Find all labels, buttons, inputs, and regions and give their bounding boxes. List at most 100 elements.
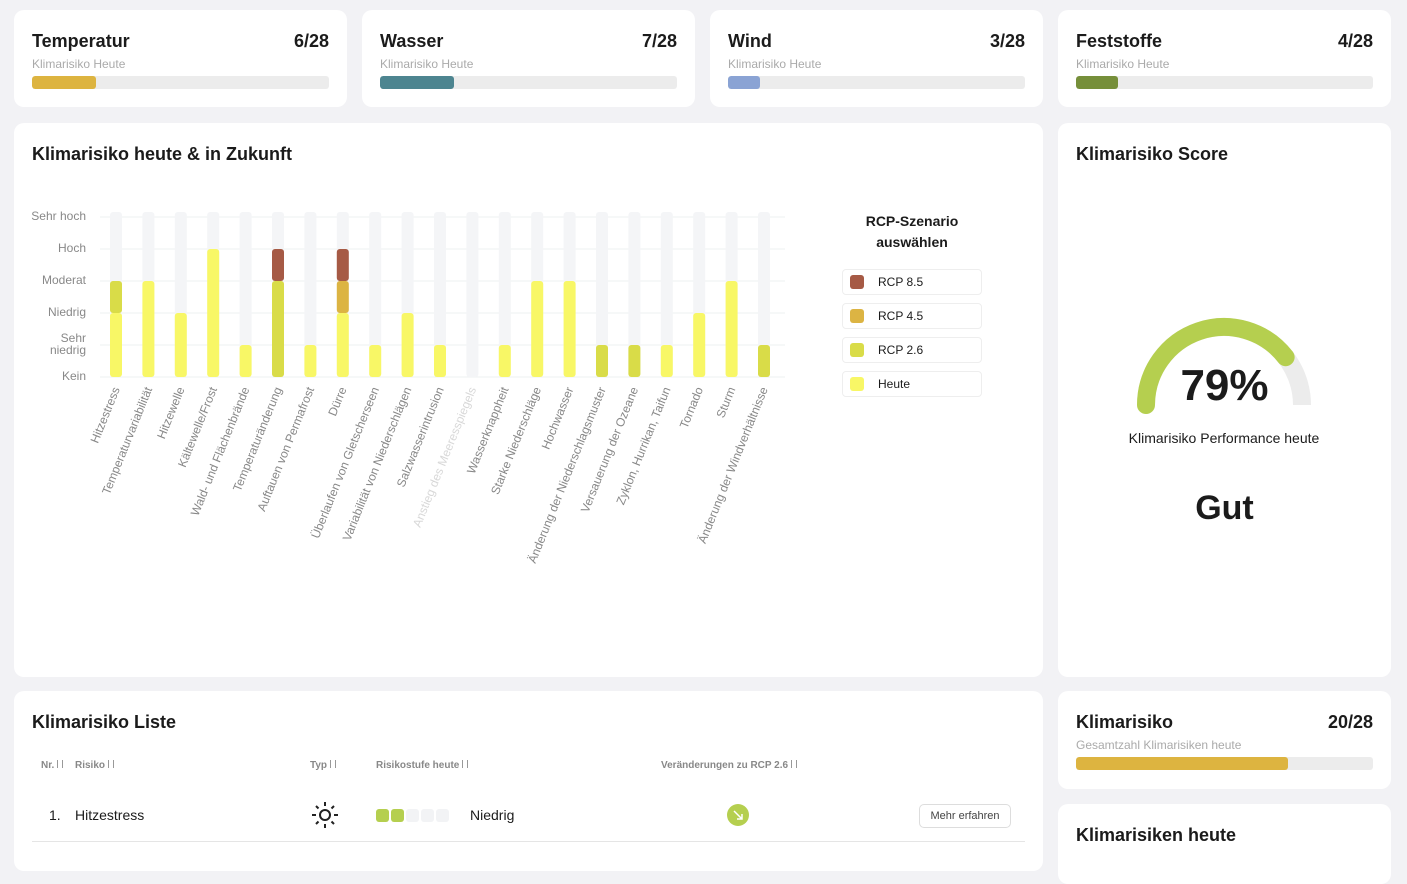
gauge-label: 79% xyxy=(1180,361,1269,410)
page: Temperatur 6/28 Klimarisiko Heute Wasser 7/2… xyxy=(0,0,1407,853)
bar-segment xyxy=(207,249,220,377)
gauge-caption: Klimarisiko Performance heute xyxy=(1128,430,1320,446)
progress-track xyxy=(1076,76,1373,89)
progress-track xyxy=(32,76,329,89)
progress-fill xyxy=(1076,757,1289,770)
score-card: Klimarisiko Score 79% Klimarisiko Perfor… xyxy=(1058,123,1391,677)
card-subtitle: Klimarisiko Heute xyxy=(1076,57,1170,71)
y-tick-label: Sehr hoch xyxy=(31,209,86,223)
row-number: 1. xyxy=(49,807,61,823)
legend-item[interactable]: RCP 2.6 xyxy=(842,337,982,363)
bar-segment xyxy=(239,345,252,377)
x-tick-label: Hitzewelle xyxy=(154,385,188,441)
bar-segment xyxy=(272,249,284,281)
bar-track xyxy=(466,212,479,377)
progress-fill xyxy=(728,76,760,89)
risk-name: Hitzestress xyxy=(75,807,145,823)
x-tick-label: Sturm xyxy=(713,385,738,420)
bar-track xyxy=(304,212,317,377)
x-tick-label: Änderung der Windverhältnisse xyxy=(695,385,771,546)
legend-swatch xyxy=(850,275,864,289)
level-box xyxy=(391,809,404,822)
bar-segment xyxy=(272,281,284,377)
next-title: Klimarisiken heute xyxy=(1076,825,1237,845)
card-score: 7/28 xyxy=(641,31,677,51)
bar-segment xyxy=(725,281,738,377)
bar-segment xyxy=(531,281,544,377)
x-tick-label: Dürre xyxy=(325,385,349,418)
total-card: Klimarisiko 20/28 Gesamtzahl Klimarisike… xyxy=(1058,691,1391,789)
card-score: 3/28 xyxy=(989,31,1025,51)
x-tick-label: Tornado xyxy=(677,385,706,431)
bar-segment xyxy=(174,313,187,377)
gauge-fill xyxy=(1137,318,1295,414)
chart-card: Klimarisiko heute & in Zukunft Hitzestre… xyxy=(14,123,1043,677)
column-header[interactable]: Risiko xyxy=(75,760,114,771)
progress-track xyxy=(380,76,677,89)
y-tick-label: Hoch xyxy=(57,241,86,255)
summary-card: Feststoffe 4/28 Klimarisiko Heute xyxy=(1058,10,1391,107)
gauge xyxy=(1137,318,1311,414)
more-button[interactable]: Mehr erfahren xyxy=(919,804,1011,828)
legend-swatch xyxy=(850,377,864,391)
bar-track xyxy=(628,212,641,377)
column-header[interactable]: Risikostufe heute xyxy=(376,760,468,771)
progress-fill xyxy=(380,76,455,89)
level-box xyxy=(376,809,389,822)
card-score: 4/28 xyxy=(1337,31,1373,51)
column-header[interactable]: Nr. xyxy=(41,760,63,771)
legend-item[interactable]: Heute xyxy=(842,371,982,397)
trend-icon xyxy=(727,804,749,826)
bar-segment xyxy=(434,345,446,377)
legend-item[interactable]: RCP 8.5 xyxy=(842,269,982,295)
bar-segment xyxy=(336,313,349,377)
bar-track xyxy=(660,212,673,377)
card-subtitle: Klimarisiko Heute xyxy=(728,57,822,71)
bar-track xyxy=(369,212,382,377)
legend-swatch xyxy=(850,309,864,323)
bar-segment xyxy=(336,249,349,281)
progress-fill xyxy=(32,76,96,89)
bar-track xyxy=(498,212,511,377)
y-tick-label: Sehr niedrig xyxy=(49,331,86,357)
level-box xyxy=(406,809,419,822)
total-subtitle: Gesamtzahl Klimarisiken heute xyxy=(1076,738,1242,752)
next-card: Klimarisiken heute xyxy=(1058,804,1391,884)
legend-title: RCP-Szenario auswählen xyxy=(865,213,959,250)
bar-segment xyxy=(110,281,122,313)
chart: HitzestressTemperaturvariabilitätHitzewe… xyxy=(88,212,785,565)
card-subtitle: Klimarisiko Heute xyxy=(380,57,474,71)
bar-track xyxy=(239,212,252,377)
progress-track xyxy=(1076,757,1373,770)
bar-segment xyxy=(758,345,770,377)
column-header[interactable]: Veränderungen zu RCP 2.6 xyxy=(661,760,797,771)
y-tick-label: Moderat xyxy=(41,273,86,287)
column-header[interactable]: Typ xyxy=(310,760,336,771)
bar-segment xyxy=(498,345,511,377)
card-score: 6/28 xyxy=(293,31,329,51)
card-subtitle: Klimarisiko Heute xyxy=(32,57,126,71)
bar-segment xyxy=(660,345,673,377)
bar-track xyxy=(434,212,446,377)
total-title: Klimarisiko xyxy=(1076,712,1174,732)
bar-segment xyxy=(110,313,122,377)
level-box xyxy=(436,809,449,822)
bar-track xyxy=(758,212,770,377)
bar-track xyxy=(596,212,608,377)
x-tick-label: Wald- und Flächenbrände xyxy=(188,385,253,518)
progress-track xyxy=(728,76,1025,89)
chart-title: Klimarisiko heute & in Zukunft xyxy=(32,144,293,164)
x-tick-label: Hochwasser xyxy=(539,385,577,451)
bar-segment xyxy=(369,345,382,377)
score-title: Klimarisiko Score xyxy=(1076,144,1229,164)
summary-card: Temperatur 6/28 Klimarisiko Heute xyxy=(14,10,347,107)
bar-segment xyxy=(596,345,608,377)
card-title: Temperatur xyxy=(32,31,130,51)
level-box xyxy=(421,809,434,822)
bar-segment xyxy=(401,313,414,377)
bar-segment xyxy=(628,345,641,377)
summary-card: Wind 3/28 Klimarisiko Heute xyxy=(710,10,1043,107)
legend-item[interactable]: RCP 4.5 xyxy=(842,303,982,329)
bar-segment xyxy=(304,345,317,377)
total-score: 20/28 xyxy=(1327,712,1373,732)
